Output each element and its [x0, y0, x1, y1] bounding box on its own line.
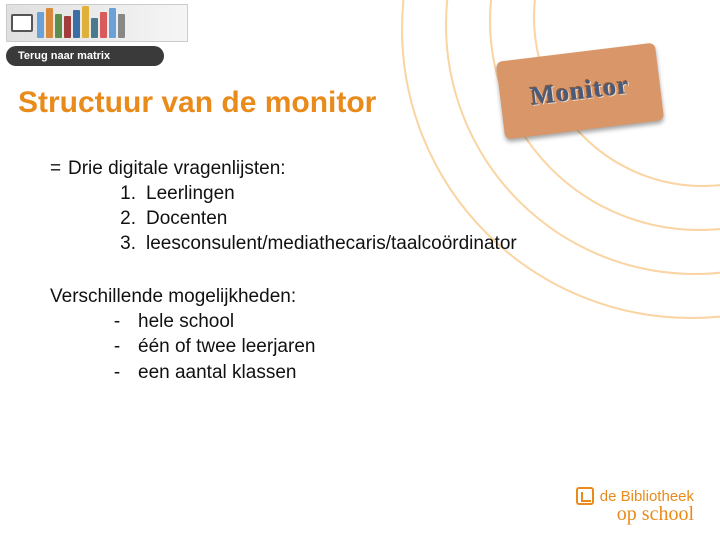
- dash-bullet: -: [110, 334, 124, 359]
- list-item: 3. leesconsulent/mediathecaris/taalcoörd…: [110, 231, 517, 256]
- header-bookshelf-graphic: [6, 4, 188, 42]
- section2-dash-list: - hele school - één of twee leerjaren - …: [110, 309, 517, 384]
- list-item-label: Leerlingen: [146, 181, 235, 206]
- list-item: - hele school: [110, 309, 517, 334]
- back-to-matrix-link[interactable]: Terug naar matrix: [6, 46, 164, 66]
- equals-sign: =: [50, 156, 68, 181]
- dash-bullet: -: [110, 309, 124, 334]
- section2-lead: Verschillende mogelijkheden:: [50, 284, 517, 309]
- page-title: Structuur van de monitor: [18, 86, 376, 120]
- bibliotheek-logo-icon: [576, 487, 594, 505]
- list-item: 1. Leerlingen: [110, 181, 517, 206]
- list-item-label: hele school: [138, 309, 234, 334]
- slide-body: = Drie digitale vragenlijsten: 1. Leerli…: [50, 156, 517, 385]
- list-item: - een aantal klassen: [110, 360, 517, 385]
- footer-line2: op school: [576, 503, 694, 526]
- nav-label: Terug naar matrix: [18, 50, 110, 62]
- footer-line1: de Bibliotheek: [600, 488, 694, 505]
- list-item-label: een aantal klassen: [138, 360, 296, 385]
- footer-logo: de Bibliotheek op school: [576, 487, 694, 526]
- list-item-label: leesconsulent/mediathecaris/taalcoördina…: [146, 231, 517, 256]
- list-item: 2. Docenten: [110, 206, 517, 231]
- section1-ordered-list: 1. Leerlingen 2. Docenten 3. leesconsule…: [110, 181, 517, 256]
- list-item-label: Docenten: [146, 206, 227, 231]
- list-number: 2.: [110, 206, 136, 231]
- monitor-icon: [11, 14, 33, 32]
- dash-bullet: -: [110, 360, 124, 385]
- list-item: - één of twee leerjaren: [110, 334, 517, 359]
- list-item-label: één of twee leerjaren: [138, 334, 315, 359]
- section1-lead: Drie digitale vragenlijsten:: [68, 156, 286, 181]
- list-number: 3.: [110, 231, 136, 256]
- list-number: 1.: [110, 181, 136, 206]
- brick-text: Monitor: [529, 70, 631, 112]
